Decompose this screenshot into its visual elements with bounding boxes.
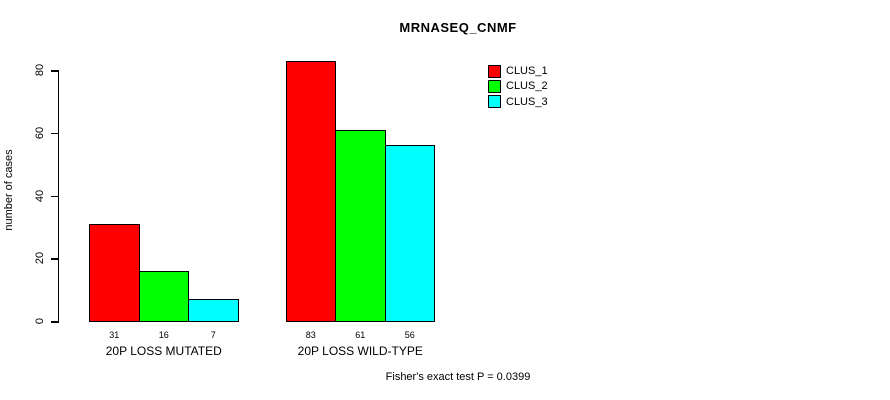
category-label: 20P LOSS MUTATED: [105, 344, 222, 358]
y-tick-label: 20: [34, 252, 46, 265]
bar-clus_3-20p-loss-wild-type: [384, 145, 435, 322]
legend-item-clus_2: CLUS_2: [488, 79, 548, 93]
bar-value-label: 61: [355, 330, 366, 340]
legend-label: CLUS_1: [506, 65, 548, 77]
y-tick: [50, 321, 59, 323]
y-axis-label: number of cases: [3, 149, 15, 231]
y-tick: [50, 258, 59, 260]
y-tick: [50, 195, 59, 197]
legend-label: CLUS_3: [506, 95, 548, 108]
bar-value-label: 7: [210, 330, 216, 340]
legend-item-clus_3: CLUS_3: [488, 95, 548, 109]
y-tick-label: 60: [34, 126, 46, 139]
y-tick: [50, 132, 59, 135]
legend-swatch-clus_2: [488, 79, 501, 93]
y-tick: [50, 70, 59, 72]
legend-label: CLUS_2: [506, 80, 548, 93]
y-tick-label: 40: [34, 189, 46, 202]
legend-swatch-clus_3: [488, 95, 501, 109]
legend-item-clus_1: CLUS_1: [488, 64, 548, 78]
bar-clus_2-20p-loss-wild-type: [335, 129, 386, 322]
chart-title: MRNASEQ_CNMF: [399, 20, 517, 35]
bar-value-label: 83: [305, 330, 316, 340]
bar-value-label: 56: [404, 330, 415, 340]
bar-clus_1-20p-loss-wild-type: [285, 60, 336, 322]
y-tick-label: 80: [34, 63, 46, 77]
bar-value-label: 16: [158, 330, 169, 340]
category-label: 20P LOSS WILD-TYPE: [297, 344, 423, 358]
bar-clus_3-20p-loss-mutated: [188, 299, 239, 322]
bar-clus_1-20p-loss-mutated: [89, 223, 140, 322]
bar-clus_2-20p-loss-mutated: [138, 270, 189, 322]
legend: CLUS_1 CLUS_2 CLUS_3: [488, 64, 548, 110]
legend-swatch-clus_1: [488, 64, 501, 78]
y-tick-label: 0: [34, 317, 46, 325]
bar-value-label: 31: [109, 330, 120, 340]
fisher-test-annotation: Fisher's exact test P = 0.0399: [385, 371, 531, 383]
